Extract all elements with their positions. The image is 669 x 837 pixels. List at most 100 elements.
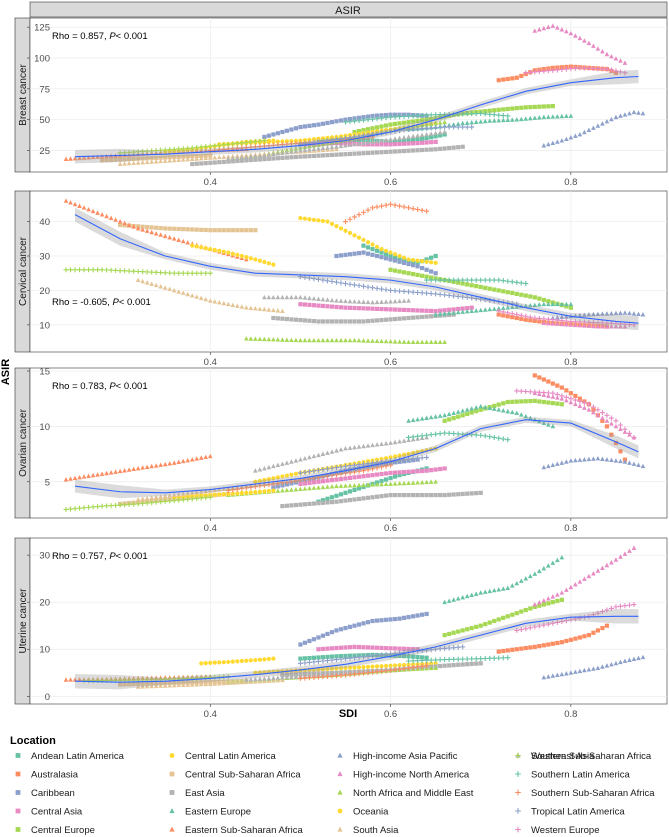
data-point (501, 313, 506, 318)
data-point (550, 600, 555, 605)
data-point (257, 143, 263, 149)
data-point (415, 469, 420, 474)
data-point (532, 315, 538, 321)
data-point (226, 250, 231, 255)
data-point (406, 307, 411, 313)
data-point (361, 306, 366, 311)
data-point (491, 118, 497, 123)
data-point (455, 409, 461, 414)
data-point (559, 402, 564, 407)
data-point (235, 303, 240, 308)
data-point (590, 404, 596, 410)
data-point (217, 228, 222, 233)
data-point (361, 128, 366, 133)
data-point (244, 336, 249, 341)
legend-label: Southeast Asia (531, 751, 595, 762)
data-point (171, 492, 177, 497)
data-point (338, 672, 344, 678)
data-point (176, 226, 181, 232)
data-point (370, 299, 375, 305)
data-point (352, 251, 357, 256)
data-point (383, 299, 389, 304)
data-point (298, 642, 303, 647)
data-point (460, 413, 465, 418)
data-point (379, 138, 384, 143)
data-point (356, 141, 362, 146)
data-point (185, 156, 191, 162)
legend-label: South Asia (353, 825, 399, 836)
data-point (411, 308, 416, 313)
x-tick-label: 0.8 (564, 709, 577, 720)
data-point (383, 112, 389, 118)
data-point (424, 257, 429, 262)
data-point (415, 339, 420, 345)
legend-key (337, 808, 343, 814)
data-point (451, 122, 456, 127)
data-point (370, 473, 375, 478)
data-point (428, 277, 434, 283)
data-point (482, 433, 488, 439)
data-point (537, 296, 542, 301)
data-point (397, 259, 402, 264)
data-point (500, 586, 506, 591)
data-point (379, 618, 384, 623)
data-point (523, 70, 529, 76)
data-point (604, 66, 610, 72)
data-point (302, 138, 308, 143)
data-point (203, 675, 209, 681)
data-point (217, 160, 222, 165)
data-point (361, 115, 366, 120)
data-point (347, 119, 353, 125)
data-point (370, 466, 376, 472)
data-point (550, 114, 556, 119)
data-point (464, 111, 470, 117)
data-point (221, 300, 227, 306)
data-point (140, 465, 145, 470)
data-point (370, 285, 376, 291)
data-point (545, 316, 551, 322)
data-point (77, 474, 82, 480)
data-point (442, 663, 447, 668)
data-point (397, 646, 402, 651)
data-point (320, 646, 326, 652)
data-point (532, 604, 537, 609)
data-point (410, 206, 416, 212)
data-point (383, 287, 389, 293)
data-point (244, 658, 249, 663)
data-point (320, 337, 326, 343)
data-point (532, 115, 538, 120)
data-point (447, 307, 452, 312)
data-point (510, 290, 515, 296)
data-point (352, 623, 357, 628)
data-point (532, 104, 537, 110)
data-point (527, 389, 533, 395)
data-point (577, 403, 583, 408)
data-point (370, 252, 375, 257)
data-point (135, 160, 141, 165)
data-point (122, 223, 127, 228)
data-point (464, 294, 470, 301)
data-point (117, 468, 123, 474)
data-point (446, 430, 452, 436)
legend-label: Central Latin America (185, 751, 277, 762)
data-point (595, 46, 601, 51)
series-central-asia (298, 302, 474, 314)
data-point (298, 145, 303, 150)
legend-key (515, 752, 521, 759)
data-point (582, 323, 587, 328)
data-point (523, 388, 529, 395)
data-point (275, 142, 281, 148)
data-point (532, 69, 538, 75)
data-point (546, 141, 551, 147)
data-point (514, 279, 520, 285)
data-point (257, 467, 263, 472)
data-point (374, 318, 380, 323)
data-point (293, 458, 299, 463)
data-point (253, 670, 258, 675)
data-point (334, 304, 339, 310)
data-point (559, 66, 565, 73)
data-point (604, 418, 610, 423)
data-point (239, 140, 245, 146)
data-point (334, 477, 339, 482)
data-point (541, 301, 547, 307)
